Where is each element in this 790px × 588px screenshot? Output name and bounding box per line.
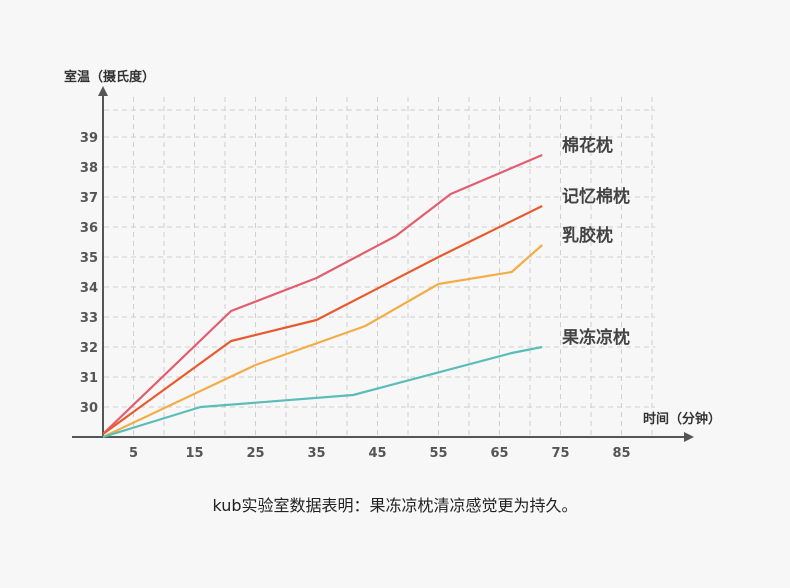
x-tick-label: 35 bbox=[307, 446, 325, 461]
x-axis-arrow bbox=[684, 432, 694, 442]
series-label-2: 记忆棉枕 bbox=[562, 186, 630, 207]
x-tick-label: 65 bbox=[490, 446, 508, 461]
chart-caption: kub实验室数据表明：果冻凉枕清凉感觉更为持久。 bbox=[212, 496, 578, 515]
y-tick-label: 39 bbox=[80, 131, 98, 146]
y-axis-arrow bbox=[98, 86, 108, 96]
series-line-1 bbox=[102, 153, 543, 435]
grid bbox=[104, 97, 655, 436]
y-tick-label: 34 bbox=[80, 281, 98, 296]
x-axis-title: 时间（分钟） bbox=[643, 411, 721, 427]
x-tick-label: 15 bbox=[185, 446, 203, 461]
y-tick-label: 36 bbox=[80, 221, 98, 236]
axes bbox=[72, 86, 694, 442]
series-label-3: 乳胶枕 bbox=[562, 225, 613, 246]
y-tick-label: 32 bbox=[80, 341, 98, 356]
x-tick-label: 55 bbox=[429, 446, 447, 461]
x-tick-label: 25 bbox=[246, 446, 264, 461]
x-tick-label: 85 bbox=[612, 446, 630, 461]
series-label-1: 棉花枕 bbox=[562, 135, 613, 156]
y-tick-label: 33 bbox=[80, 311, 98, 326]
x-tick-label: 45 bbox=[368, 446, 386, 461]
series-lines bbox=[102, 153, 543, 439]
series-line-4 bbox=[102, 345, 543, 439]
y-tick-label: 30 bbox=[80, 401, 98, 416]
y-axis-title: 室温（摄氏度） bbox=[64, 69, 155, 85]
y-tick-label: 37 bbox=[80, 191, 98, 206]
tick-labels: 5 15 25 35 45 55 65 75 85 30 31 32 33 34 35 36 37 38 39 bbox=[80, 131, 631, 461]
x-tick-label: 5 bbox=[129, 446, 138, 461]
series-label-4: 果冻凉枕 bbox=[562, 327, 630, 348]
series-line-2 bbox=[102, 205, 543, 435]
y-tick-label: 35 bbox=[80, 251, 98, 266]
x-tick-label: 75 bbox=[551, 446, 569, 461]
y-tick-label: 38 bbox=[80, 161, 98, 176]
series-line-3 bbox=[102, 244, 543, 438]
y-tick-label: 31 bbox=[80, 371, 98, 386]
